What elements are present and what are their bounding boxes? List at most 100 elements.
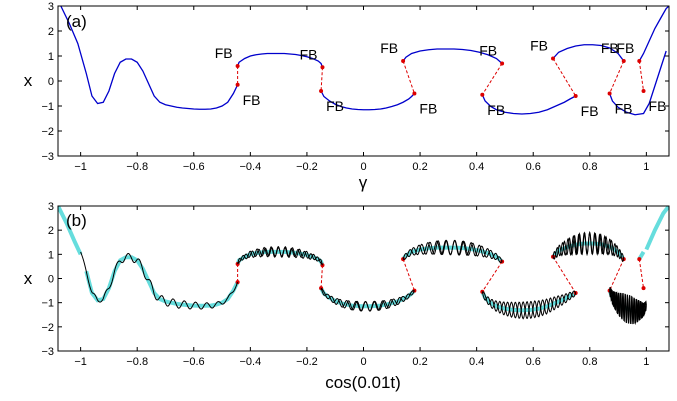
panel-b-jump xyxy=(638,259,645,289)
panel-a-ytick-label: 3 xyxy=(48,1,54,13)
panel-b-ylabel: x xyxy=(24,269,33,288)
panel-a-xtick-label: 0.6 xyxy=(526,161,541,173)
panel-b-trajectory xyxy=(402,239,503,262)
panel-a-jump xyxy=(638,60,645,92)
panel-a-ylabel: x xyxy=(24,71,33,90)
panel-a-fold-label: FB xyxy=(649,98,667,114)
panel-b-trajectory xyxy=(80,251,239,310)
panel-a-fold-point xyxy=(641,89,646,93)
panel-a-fold-point xyxy=(320,65,325,70)
panel-a-xtick-label: 1 xyxy=(643,161,649,173)
panel-b-xlabel: cos(0.01t) xyxy=(325,373,401,392)
panel-a-xtick-label: −0.6 xyxy=(183,161,205,173)
panel-a-fold-point xyxy=(235,64,240,68)
panel-b-ytick-label: −1 xyxy=(41,298,54,310)
panel-b-xtick-label: −1 xyxy=(74,356,87,368)
panel-a-fold-point xyxy=(401,59,406,63)
panel-b-xtick-label: 0.4 xyxy=(469,356,484,368)
panel-a-xtick-label: −0.4 xyxy=(239,161,261,173)
panel-a-branch xyxy=(638,6,669,62)
panel-b: −1 −0.8 −0.6 −0.4 −0.2 0 0.2 0.4 0.6 0.8 1 −3 −2 −1 0 1… xyxy=(24,201,670,392)
panel-b-jump xyxy=(402,258,415,291)
panel-b-slow-manifold xyxy=(235,249,325,266)
panel-a: −1 −0.8 −0.6 −0.4 −0.2 0 0.2 0.4 0.6 0.8 1 −3 −2 −1 0 1… xyxy=(24,1,670,192)
panel-b-xtick-label: 1 xyxy=(643,356,649,368)
panel-b-xtick-label: 0 xyxy=(360,356,366,368)
panel-b-slow-manifold xyxy=(401,245,504,264)
panel-a-ytick-label: −2 xyxy=(41,126,54,138)
panel-a-jump xyxy=(552,58,577,97)
panel-b-xtick-label: 0.2 xyxy=(412,356,427,368)
panel-a-jump xyxy=(402,60,415,94)
panel-a-xtick-label: 0.8 xyxy=(582,161,597,173)
panel-a-ytick-label: 0 xyxy=(48,76,54,88)
panel-b-trajectory xyxy=(552,230,625,260)
panel-a-axes xyxy=(57,5,670,157)
panel-a-fold-label: FB xyxy=(419,101,437,117)
panel-b-manifold-tail xyxy=(644,206,669,251)
panel-b-jump xyxy=(552,256,577,294)
panel-b-trajectory xyxy=(237,246,323,265)
panel-a-xtick-label: 0 xyxy=(360,161,366,173)
panel-b-xtick-label: 0.8 xyxy=(582,356,597,368)
panel-b-label: (b) xyxy=(66,211,87,230)
panel-b-trajectory xyxy=(609,286,647,326)
panel-a-xtick-label: 0.2 xyxy=(412,161,427,173)
panel-a-jump xyxy=(609,60,625,94)
panel-b-fold-point xyxy=(235,280,240,285)
panel-a-fold-label: FB xyxy=(215,45,233,61)
panel-b-fold-point xyxy=(641,286,646,291)
panel-b-trajectory xyxy=(482,291,577,320)
panel-a-fold-point xyxy=(551,56,556,61)
panel-a-fold-point xyxy=(500,61,505,66)
panel-a-fold-label: FB xyxy=(487,102,505,118)
panel-a-ytick-label: 2 xyxy=(48,26,54,38)
panel-a-jump xyxy=(320,67,323,92)
panel-b-jump xyxy=(609,258,625,291)
panel-b-slow-manifold xyxy=(480,290,577,313)
panel-a-fold-point xyxy=(621,59,626,63)
panel-a-branch xyxy=(608,50,667,116)
panel-a-branch xyxy=(481,94,576,115)
panel-a-fold-label: FB xyxy=(326,98,344,114)
panel-a-fold-label: FB xyxy=(581,103,599,119)
panel-a-fold-point xyxy=(573,94,578,98)
panel-b-xtick-label: −0.6 xyxy=(183,356,205,368)
panel-a-data xyxy=(60,6,669,116)
panel-a-xtick-label: 0.4 xyxy=(469,161,484,173)
panel-a-label: (a) xyxy=(66,12,87,31)
panel-b-trajectory xyxy=(320,287,415,312)
panel-a-branch xyxy=(320,90,415,111)
panel-b-ticks: −1 −0.8 −0.6 −0.4 −0.2 0 0.2 0.4 0.6 0.8 1 −3 −2 −1 0 1… xyxy=(41,201,669,368)
panel-a-fold-label: FB xyxy=(479,43,497,59)
panel-b-ytick-label: 2 xyxy=(48,225,54,237)
panel-a-ytick-label: −3 xyxy=(41,151,54,163)
panel-a-branch xyxy=(60,6,239,110)
panel-b-ytick-label: 0 xyxy=(48,274,54,286)
panel-b-fold-point xyxy=(637,257,642,262)
panel-a-xtick-label: −0.2 xyxy=(296,161,318,173)
panel-a-fold-label: FB xyxy=(601,40,619,56)
panel-a-branch xyxy=(552,44,625,62)
panel-b-ytick-label: 3 xyxy=(48,201,54,213)
panel-a-fold-label: FB xyxy=(616,40,634,56)
panel-a-fold-point xyxy=(319,89,324,93)
panel-a-xtick-label: −0.8 xyxy=(126,161,148,173)
panel-a-fold-point xyxy=(637,59,642,63)
panel-b-xtick-label: −0.8 xyxy=(126,356,148,368)
panel-a-fold-point xyxy=(480,92,485,97)
panel-a-ytick-label: 1 xyxy=(48,51,54,63)
panel-a-fold-point xyxy=(235,82,240,87)
panel-b-xtick-label: 0.6 xyxy=(526,356,541,368)
panel-b-data xyxy=(58,206,669,326)
panel-b-ytick-label: 1 xyxy=(48,249,54,261)
panel-a-fold-point xyxy=(412,91,417,96)
panel-b-ytick-label: −2 xyxy=(41,322,54,334)
panel-b-jump xyxy=(320,265,323,289)
panel-a-fold-label: FB xyxy=(300,46,318,62)
panel-a-fold-label: FB xyxy=(380,40,398,56)
panel-a-xtick-label: −1 xyxy=(74,161,87,173)
panel-a-fold-label: FB xyxy=(243,92,261,108)
